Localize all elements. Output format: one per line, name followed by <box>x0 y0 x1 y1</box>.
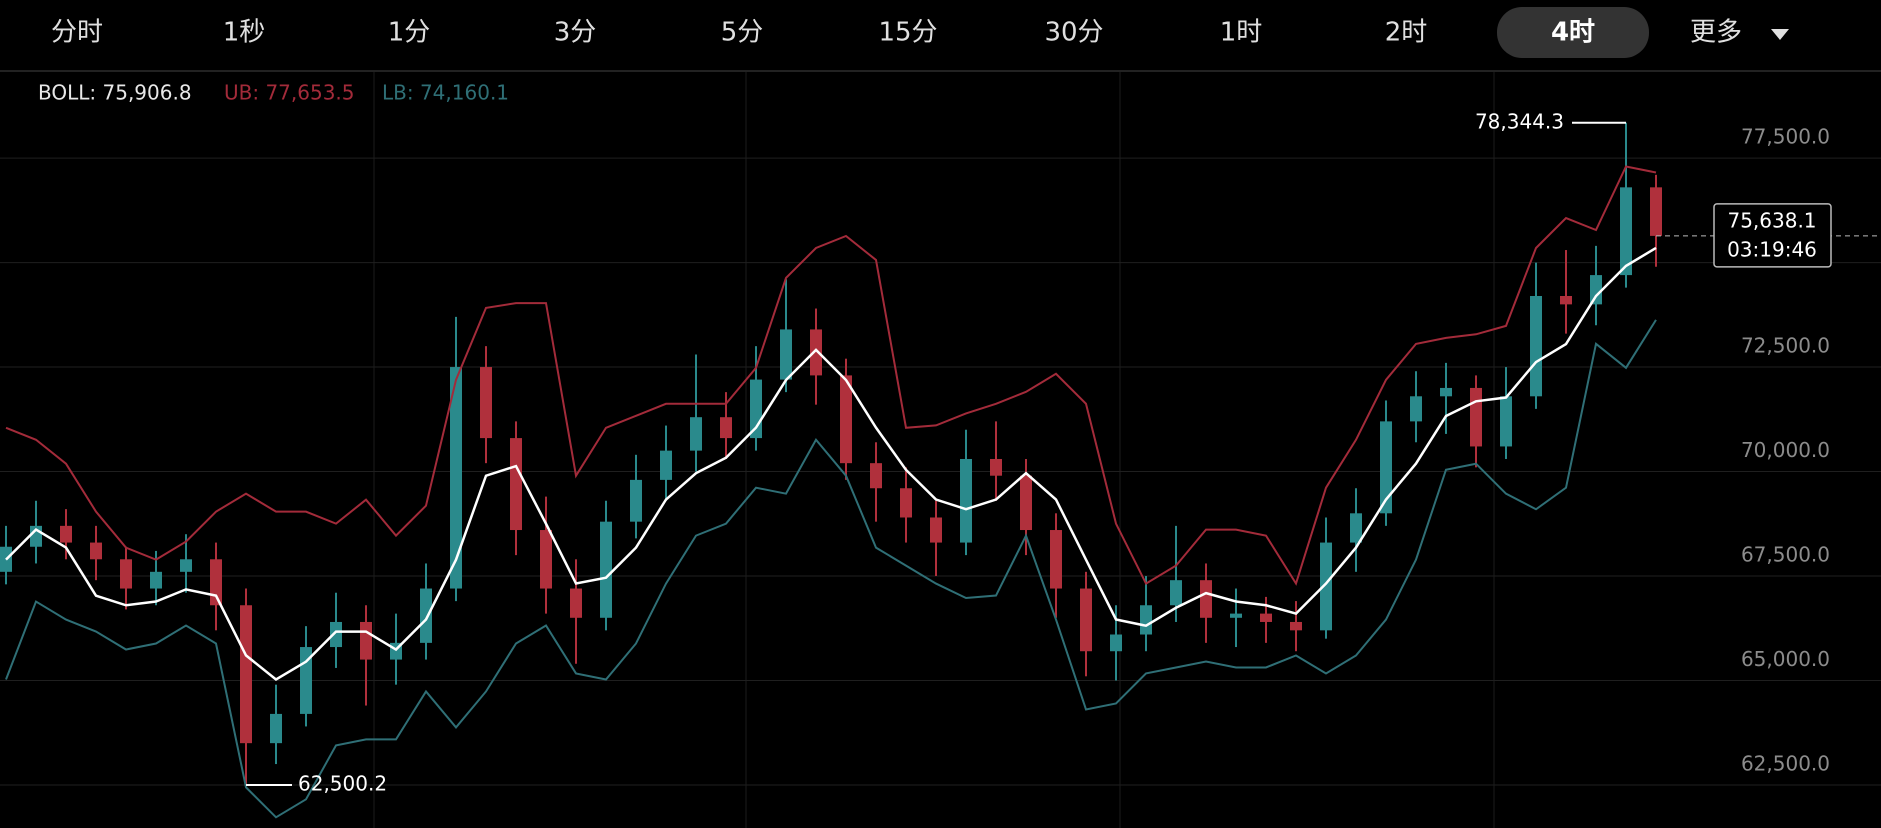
tab[interactable]: 1秒 <box>223 18 266 48</box>
candle-body <box>540 530 552 589</box>
tab[interactable]: 1分 <box>388 18 431 48</box>
candle-body <box>840 375 852 464</box>
countdown: 03:19:46 <box>1727 237 1817 261</box>
candle-body <box>1350 513 1362 543</box>
y-tick-label: 72,500.0 <box>1741 334 1830 358</box>
candle-body <box>480 367 492 439</box>
candle-body <box>180 559 192 572</box>
candle-body <box>780 329 792 380</box>
candle-body <box>1200 580 1212 618</box>
legend-ub: UB: 77,653.5 <box>224 81 355 105</box>
candle-body <box>870 463 882 489</box>
candle-body <box>1050 530 1062 589</box>
y-tick-label: 77,500.0 <box>1741 125 1830 149</box>
candle-body <box>810 329 822 376</box>
candle-body <box>120 559 132 589</box>
tab[interactable]: 15分 <box>878 18 937 48</box>
current-price: 75,638.1 <box>1727 208 1816 232</box>
candle-body <box>420 588 432 643</box>
candle-body <box>1170 580 1182 606</box>
candle-body <box>90 542 102 560</box>
tab[interactable]: 5分 <box>721 18 764 48</box>
candle-body <box>1590 275 1602 305</box>
tab-bar: 分时 1秒 1分 3分 5分 15分 30分 1时 2时 4时 更多 <box>51 7 1789 58</box>
candle-body <box>1080 588 1092 652</box>
tab[interactable]: 更多 <box>1690 18 1742 48</box>
y-tick-label: 70,000.0 <box>1741 438 1830 462</box>
legend-boll: BOLL: 75,906.8 <box>38 81 192 105</box>
candle-body <box>1110 634 1122 652</box>
candle-body <box>150 571 162 589</box>
candle-body <box>330 621 342 648</box>
candle-body <box>1260 613 1272 622</box>
candle-body <box>1380 421 1392 514</box>
candle-body <box>1410 396 1422 422</box>
candle-body <box>360 621 372 660</box>
tab[interactable]: 4时 <box>1551 18 1595 48</box>
y-tick-label: 67,500.0 <box>1741 543 1830 567</box>
candle-body <box>1320 542 1332 631</box>
candle-body <box>1140 605 1152 635</box>
candle-body <box>1560 296 1572 305</box>
candle-body <box>1650 187 1662 236</box>
tab[interactable]: 分时 <box>51 18 103 48</box>
y-tick-label: 62,500.0 <box>1741 751 1830 775</box>
tab[interactable]: 3分 <box>554 18 597 48</box>
candle-body <box>1500 396 1512 447</box>
candle-body <box>990 458 1002 476</box>
y-tick-label: 65,000.0 <box>1741 647 1830 671</box>
tab[interactable]: 30分 <box>1044 18 1103 48</box>
candle-body <box>660 450 672 480</box>
candle-body <box>960 458 972 543</box>
low-label: 62,500.2 <box>298 771 387 795</box>
candle-body <box>900 488 912 518</box>
candle-body <box>1230 613 1242 618</box>
candle-body <box>1020 475 1032 531</box>
candle-body <box>930 517 942 543</box>
candle-body <box>690 417 702 451</box>
high-label: 78,344.3 <box>1475 109 1564 133</box>
candle-body <box>510 438 522 531</box>
boll-line <box>5 319 1657 819</box>
active-tab-pill <box>1497 7 1649 58</box>
plot <box>0 122 1662 819</box>
candle-body <box>1440 387 1452 397</box>
candle-body <box>450 367 462 589</box>
candle-body <box>1620 187 1632 276</box>
tab[interactable]: 2时 <box>1385 18 1428 48</box>
candle-body <box>720 417 732 439</box>
candle-body <box>240 605 252 744</box>
legend-lb: LB: 74,160.1 <box>382 81 509 105</box>
current-price-box <box>1713 203 1832 268</box>
candle-body <box>60 525 72 543</box>
candle-body <box>570 588 582 618</box>
tab[interactable]: 1时 <box>1220 18 1263 48</box>
candle-body <box>1530 296 1542 397</box>
dropdown-arrow <box>1771 29 1789 40</box>
candle-body <box>600 521 612 618</box>
candle-body <box>1290 621 1302 631</box>
boll-line <box>5 165 1657 586</box>
candle-body <box>630 479 642 522</box>
candle-body <box>1470 387 1482 447</box>
boll-line <box>5 246 1657 681</box>
candle-body <box>270 713 282 744</box>
